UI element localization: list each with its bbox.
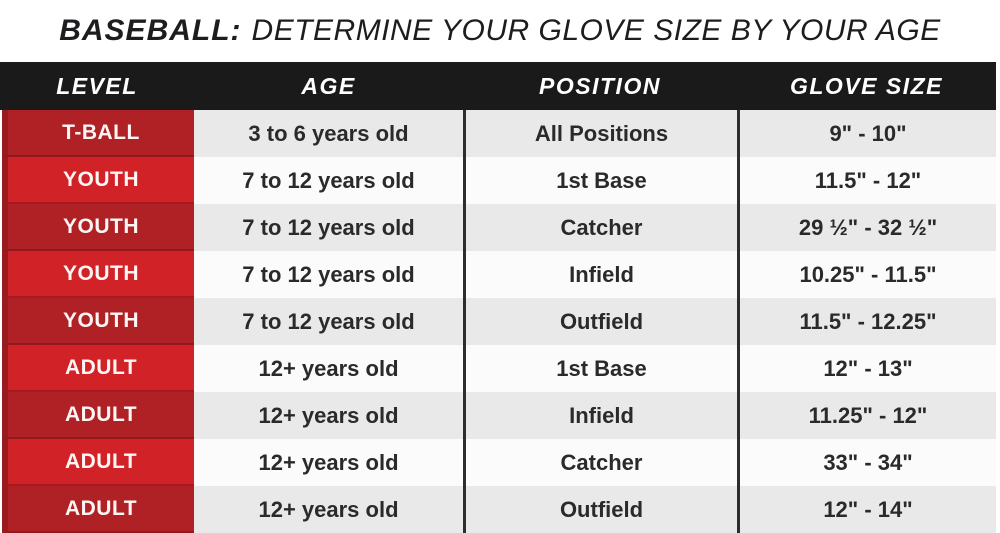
age-cell: 3 to 6 years old bbox=[194, 110, 463, 157]
table-row: ADULT 12+ years old Catcher 33" - 34" bbox=[2, 439, 996, 486]
glove-size-cell: 33" - 34" bbox=[737, 439, 996, 486]
table-row: ADULT 12+ years old 1st Base 12" - 13" bbox=[2, 345, 996, 392]
position-cell: Infield bbox=[463, 251, 737, 298]
level-cell: ADULT bbox=[2, 486, 194, 533]
table-row: ADULT 12+ years old Outfield 12" - 14" bbox=[2, 486, 996, 533]
age-cell: 12+ years old bbox=[194, 392, 463, 439]
title-text: DETERMINE YOUR GLOVE SIZE BY YOUR AGE bbox=[251, 14, 941, 47]
table-row: YOUTH 7 to 12 years old Catcher 29 ½" - … bbox=[2, 204, 996, 251]
table-row: ADULT 12+ years old Infield 11.25" - 12" bbox=[2, 392, 996, 439]
table-body: T-BALL 3 to 6 years old All Positions 9"… bbox=[2, 110, 996, 533]
position-cell: Outfield bbox=[463, 298, 737, 345]
level-cell: T-BALL bbox=[2, 110, 194, 157]
age-cell: 7 to 12 years old bbox=[194, 298, 463, 345]
age-cell: 12+ years old bbox=[194, 439, 463, 486]
position-cell: Catcher bbox=[463, 204, 737, 251]
column-header-position: POSITION bbox=[539, 72, 661, 99]
glove-size-cell: 10.25" - 11.5" bbox=[737, 251, 996, 298]
age-cell: 7 to 12 years old bbox=[194, 157, 463, 204]
glove-size-cell: 11.5" - 12.25" bbox=[737, 298, 996, 345]
position-cell: All Positions bbox=[463, 110, 737, 157]
level-cell: YOUTH bbox=[2, 298, 194, 345]
level-cell: ADULT bbox=[2, 392, 194, 439]
page-title: BASEBALL: DETERMINE YOUR GLOVE SIZE BY Y… bbox=[0, 0, 1000, 62]
column-header-level: LEVEL bbox=[56, 72, 138, 99]
position-cell: Catcher bbox=[463, 439, 737, 486]
age-cell: 7 to 12 years old bbox=[194, 204, 463, 251]
glove-size-cell: 11.5" - 12" bbox=[737, 157, 996, 204]
glove-size-cell: 12" - 14" bbox=[737, 486, 996, 533]
age-cell: 12+ years old bbox=[194, 486, 463, 533]
level-cell: ADULT bbox=[2, 439, 194, 486]
age-cell: 7 to 12 years old bbox=[194, 251, 463, 298]
glove-size-cell: 12" - 13" bbox=[737, 345, 996, 392]
position-cell: 1st Base bbox=[463, 157, 737, 204]
column-header-age: AGE bbox=[301, 72, 356, 99]
level-cell: YOUTH bbox=[2, 157, 194, 204]
column-header-glove-size: GLOVE SIZE bbox=[789, 72, 944, 99]
table-row: YOUTH 7 to 12 years old Infield 10.25" -… bbox=[2, 251, 996, 298]
level-cell: ADULT bbox=[2, 345, 194, 392]
table-row: YOUTH 7 to 12 years old 1st Base 11.5" -… bbox=[2, 157, 996, 204]
table-row: YOUTH 7 to 12 years old Outfield 11.5" -… bbox=[2, 298, 996, 345]
title-prefix: BASEBALL: bbox=[59, 14, 242, 47]
glove-size-cell: 11.25" - 12" bbox=[737, 392, 996, 439]
level-cell: YOUTH bbox=[2, 204, 194, 251]
position-cell: 1st Base bbox=[463, 345, 737, 392]
table-header-row: LEVEL AGE POSITION GLOVE SIZE bbox=[0, 62, 996, 110]
position-cell: Infield bbox=[463, 392, 737, 439]
age-cell: 12+ years old bbox=[194, 345, 463, 392]
glove-size-cell: 9" - 10" bbox=[737, 110, 996, 157]
table-row: T-BALL 3 to 6 years old All Positions 9"… bbox=[2, 110, 996, 157]
level-cell: YOUTH bbox=[2, 251, 194, 298]
glove-size-cell: 29 ½" - 32 ½" bbox=[737, 204, 996, 251]
position-cell: Outfield bbox=[463, 486, 737, 533]
